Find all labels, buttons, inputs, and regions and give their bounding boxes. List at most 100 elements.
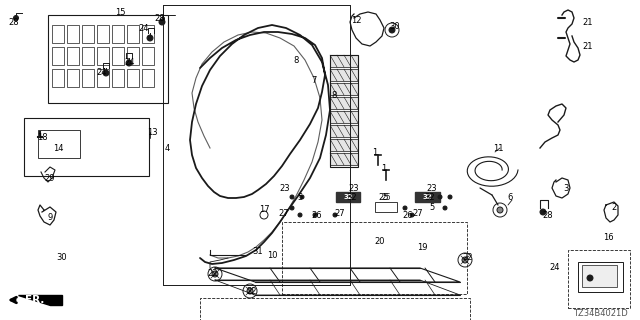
- Text: 26: 26: [403, 212, 413, 220]
- Circle shape: [389, 27, 395, 33]
- Circle shape: [300, 195, 304, 199]
- Text: 19: 19: [417, 244, 428, 252]
- Bar: [48, 15, 168, 103]
- Circle shape: [298, 213, 302, 217]
- Bar: [127, 25, 139, 43]
- Text: 15: 15: [115, 7, 125, 17]
- Circle shape: [290, 195, 294, 199]
- Bar: [52, 25, 64, 43]
- Bar: [67, 25, 79, 43]
- Text: 1: 1: [381, 164, 387, 172]
- Text: 23: 23: [349, 183, 359, 193]
- Circle shape: [462, 257, 468, 263]
- Circle shape: [333, 213, 337, 217]
- Text: 7: 7: [311, 76, 317, 84]
- Text: 1: 1: [372, 148, 378, 156]
- Text: 23: 23: [280, 183, 291, 193]
- Bar: [142, 47, 154, 65]
- Polygon shape: [415, 192, 440, 202]
- Text: 24: 24: [125, 58, 135, 67]
- Bar: [67, 69, 79, 87]
- Bar: [568, 250, 630, 308]
- Text: 21: 21: [583, 42, 593, 51]
- Text: 24: 24: [97, 68, 108, 76]
- Text: 32: 32: [347, 194, 357, 203]
- Text: 25: 25: [381, 193, 391, 202]
- Text: 18: 18: [36, 132, 47, 141]
- Text: 8: 8: [293, 55, 299, 65]
- Circle shape: [313, 213, 317, 217]
- Bar: [375, 202, 397, 212]
- Circle shape: [247, 288, 253, 294]
- Bar: [142, 25, 154, 43]
- Bar: [112, 47, 124, 65]
- FancyArrowPatch shape: [11, 297, 17, 303]
- Polygon shape: [330, 83, 358, 95]
- Bar: [330, 55, 358, 167]
- Bar: [52, 69, 64, 87]
- Text: 28: 28: [155, 13, 165, 22]
- Text: 11: 11: [493, 143, 503, 153]
- Text: TZ34B4021D: TZ34B4021D: [573, 308, 627, 317]
- Circle shape: [290, 206, 294, 210]
- Bar: [97, 69, 109, 87]
- Text: 5: 5: [298, 194, 303, 203]
- Text: 27: 27: [413, 210, 423, 219]
- Bar: [112, 25, 124, 43]
- Bar: [97, 25, 109, 43]
- Circle shape: [448, 195, 452, 199]
- Text: 30: 30: [390, 21, 400, 30]
- Bar: [38, 130, 80, 158]
- Bar: [67, 47, 79, 65]
- Polygon shape: [330, 125, 358, 137]
- Text: 26: 26: [312, 212, 323, 220]
- Circle shape: [126, 60, 132, 66]
- Text: 27: 27: [335, 210, 346, 219]
- Circle shape: [410, 213, 414, 217]
- Polygon shape: [336, 192, 360, 202]
- Polygon shape: [330, 111, 358, 123]
- Text: 3: 3: [563, 183, 569, 193]
- Text: 32: 32: [422, 194, 432, 200]
- Text: 20: 20: [375, 237, 385, 246]
- Bar: [97, 47, 109, 65]
- Polygon shape: [330, 69, 358, 81]
- Circle shape: [403, 206, 407, 210]
- Text: 27: 27: [278, 210, 289, 219]
- Circle shape: [13, 15, 19, 20]
- Polygon shape: [18, 295, 62, 305]
- Bar: [127, 47, 139, 65]
- Text: 6: 6: [508, 194, 513, 203]
- Circle shape: [540, 209, 546, 215]
- Text: 4: 4: [164, 143, 170, 153]
- Bar: [82, 69, 94, 87]
- Text: 13: 13: [147, 127, 157, 137]
- Text: 10: 10: [267, 251, 277, 260]
- Text: 25: 25: [379, 194, 389, 203]
- Circle shape: [103, 70, 109, 76]
- Polygon shape: [330, 139, 358, 151]
- Text: 2: 2: [611, 204, 616, 212]
- Bar: [200, 298, 470, 320]
- Text: 32: 32: [343, 194, 353, 200]
- Bar: [582, 265, 617, 287]
- Bar: [142, 69, 154, 87]
- Bar: [282, 222, 467, 294]
- Bar: [127, 69, 139, 87]
- Circle shape: [159, 19, 165, 25]
- Text: 9: 9: [47, 213, 52, 222]
- Polygon shape: [330, 55, 358, 67]
- Circle shape: [497, 207, 503, 213]
- Text: 29: 29: [45, 173, 55, 182]
- Polygon shape: [330, 153, 358, 165]
- Text: 17: 17: [259, 205, 269, 214]
- Text: FR.: FR.: [26, 295, 45, 305]
- Bar: [82, 25, 94, 43]
- Text: 12: 12: [351, 15, 361, 25]
- Text: 8: 8: [332, 91, 337, 100]
- Text: 5: 5: [429, 204, 435, 212]
- Text: 31: 31: [253, 247, 263, 257]
- Circle shape: [212, 271, 218, 277]
- Text: 24: 24: [139, 23, 149, 33]
- Circle shape: [147, 35, 153, 41]
